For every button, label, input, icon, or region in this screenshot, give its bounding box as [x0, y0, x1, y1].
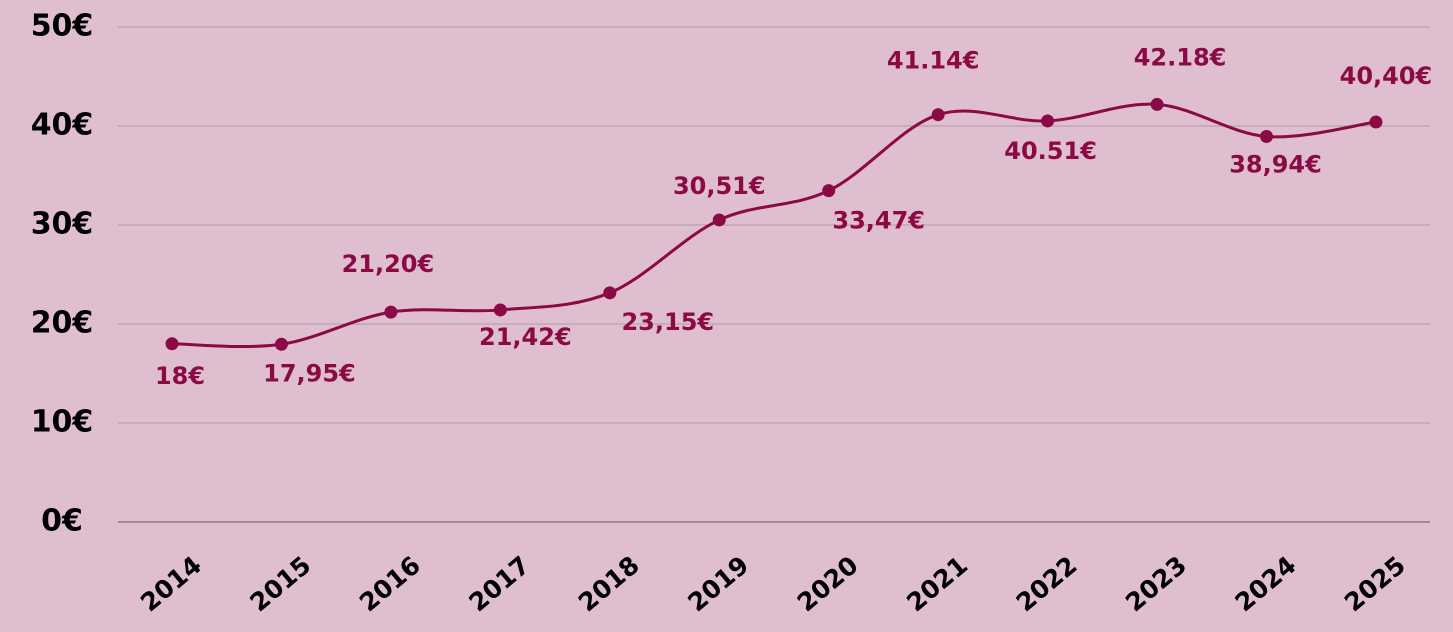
y-tick-label: 10€	[31, 405, 94, 440]
point	[384, 305, 398, 319]
point	[1150, 97, 1164, 111]
x-tick-label: 2022	[1011, 550, 1083, 617]
x-tick-label: 2018	[573, 550, 645, 617]
value-label: 40.51€	[1004, 137, 1097, 165]
y-tick-label: 30€	[31, 207, 94, 242]
value-label: 30,51€	[673, 172, 766, 200]
x-tick-label: 2023	[1120, 550, 1192, 617]
value-label: 40,40€	[1340, 62, 1433, 90]
point	[274, 337, 288, 351]
point	[931, 108, 945, 122]
value-label: 21,42€	[479, 323, 572, 351]
point	[1260, 129, 1273, 143]
value-label: 23,15€	[621, 308, 714, 336]
x-tick-label: 2024	[1230, 550, 1302, 617]
point	[493, 303, 507, 317]
value-label: 21,20€	[342, 250, 435, 278]
x-tick-label: 2017	[463, 550, 535, 617]
value-label: 42.18€	[1134, 43, 1227, 71]
x-tick-label: 2020	[792, 550, 864, 617]
x-tick-label: 2025	[1339, 550, 1411, 617]
point	[1369, 115, 1383, 129]
line	[171, 102, 1377, 349]
y-tick-label: 20€	[31, 306, 94, 341]
point	[822, 184, 836, 198]
y-tick-label: 40€	[31, 108, 94, 143]
x-tick-label: 2019	[682, 550, 754, 617]
x-tick-label: 2015	[245, 550, 317, 617]
x-tick-label: 2021	[901, 550, 973, 617]
point	[165, 337, 179, 351]
x-tick-label: 2016	[354, 550, 426, 617]
y-tick-label: 50€	[31, 9, 94, 44]
value-label: 41.14€	[887, 47, 980, 75]
value-label: 17,95€	[263, 359, 356, 387]
x-tick-label: 2014	[135, 550, 207, 617]
point	[712, 213, 726, 227]
point	[1041, 114, 1055, 128]
point	[603, 286, 617, 300]
value-label: 33,47€	[832, 207, 925, 235]
value-label: 38,94€	[1229, 150, 1322, 178]
value-label: 18€	[155, 362, 205, 390]
y-tick-label: 0€	[41, 504, 83, 539]
